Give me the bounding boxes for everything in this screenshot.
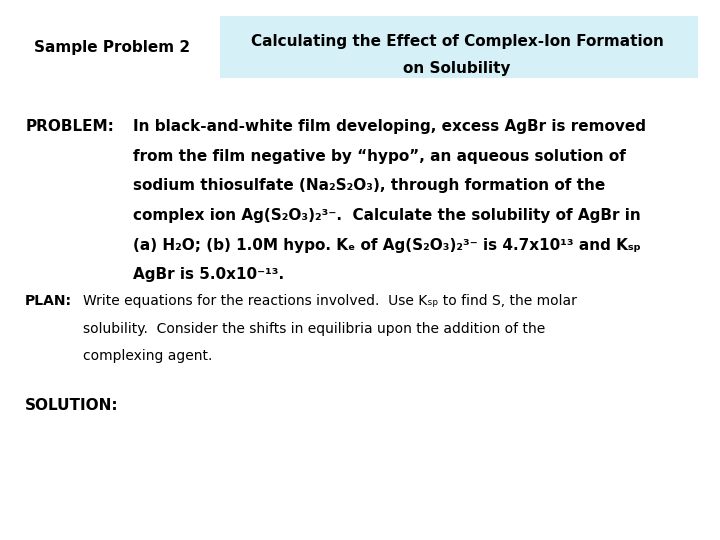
- Text: solubility.  Consider the shifts in equilibria upon the addition of the: solubility. Consider the shifts in equil…: [83, 322, 545, 336]
- Text: PLAN:: PLAN:: [25, 294, 72, 308]
- Text: Write equations for the reactions involved.  Use Kₛₚ to find S, the molar: Write equations for the reactions involv…: [83, 294, 577, 308]
- Text: sodium thiosulfate (Na₂S₂O₃), through formation of the: sodium thiosulfate (Na₂S₂O₃), through fo…: [133, 178, 606, 193]
- FancyBboxPatch shape: [220, 16, 698, 78]
- Text: SOLUTION:: SOLUTION:: [25, 398, 119, 413]
- Text: Calculating the Effect of Complex-Ion Formation: Calculating the Effect of Complex-Ion Fo…: [251, 34, 664, 49]
- Text: (a) H₂O; (b) 1.0M hypo. Kₑ of Ag(S₂O₃)₂³⁻ is 4.7x10¹³ and Kₛₚ: (a) H₂O; (b) 1.0M hypo. Kₑ of Ag(S₂O₃)₂³…: [133, 238, 641, 253]
- Text: In black-and-white film developing, excess AgBr is removed: In black-and-white film developing, exce…: [133, 119, 647, 134]
- Text: AgBr is 5.0x10⁻¹³.: AgBr is 5.0x10⁻¹³.: [133, 267, 284, 282]
- Text: on Solubility: on Solubility: [403, 61, 511, 76]
- Text: PROBLEM:: PROBLEM:: [25, 119, 114, 134]
- Text: complexing agent.: complexing agent.: [83, 349, 212, 363]
- Text: complex ion Ag(S₂O₃)₂³⁻.  Calculate the solubility of AgBr in: complex ion Ag(S₂O₃)₂³⁻. Calculate the s…: [133, 208, 641, 223]
- Text: Sample Problem 2: Sample Problem 2: [34, 40, 189, 55]
- Text: from the film negative by “hypo”, an aqueous solution of: from the film negative by “hypo”, an aqu…: [133, 148, 626, 164]
